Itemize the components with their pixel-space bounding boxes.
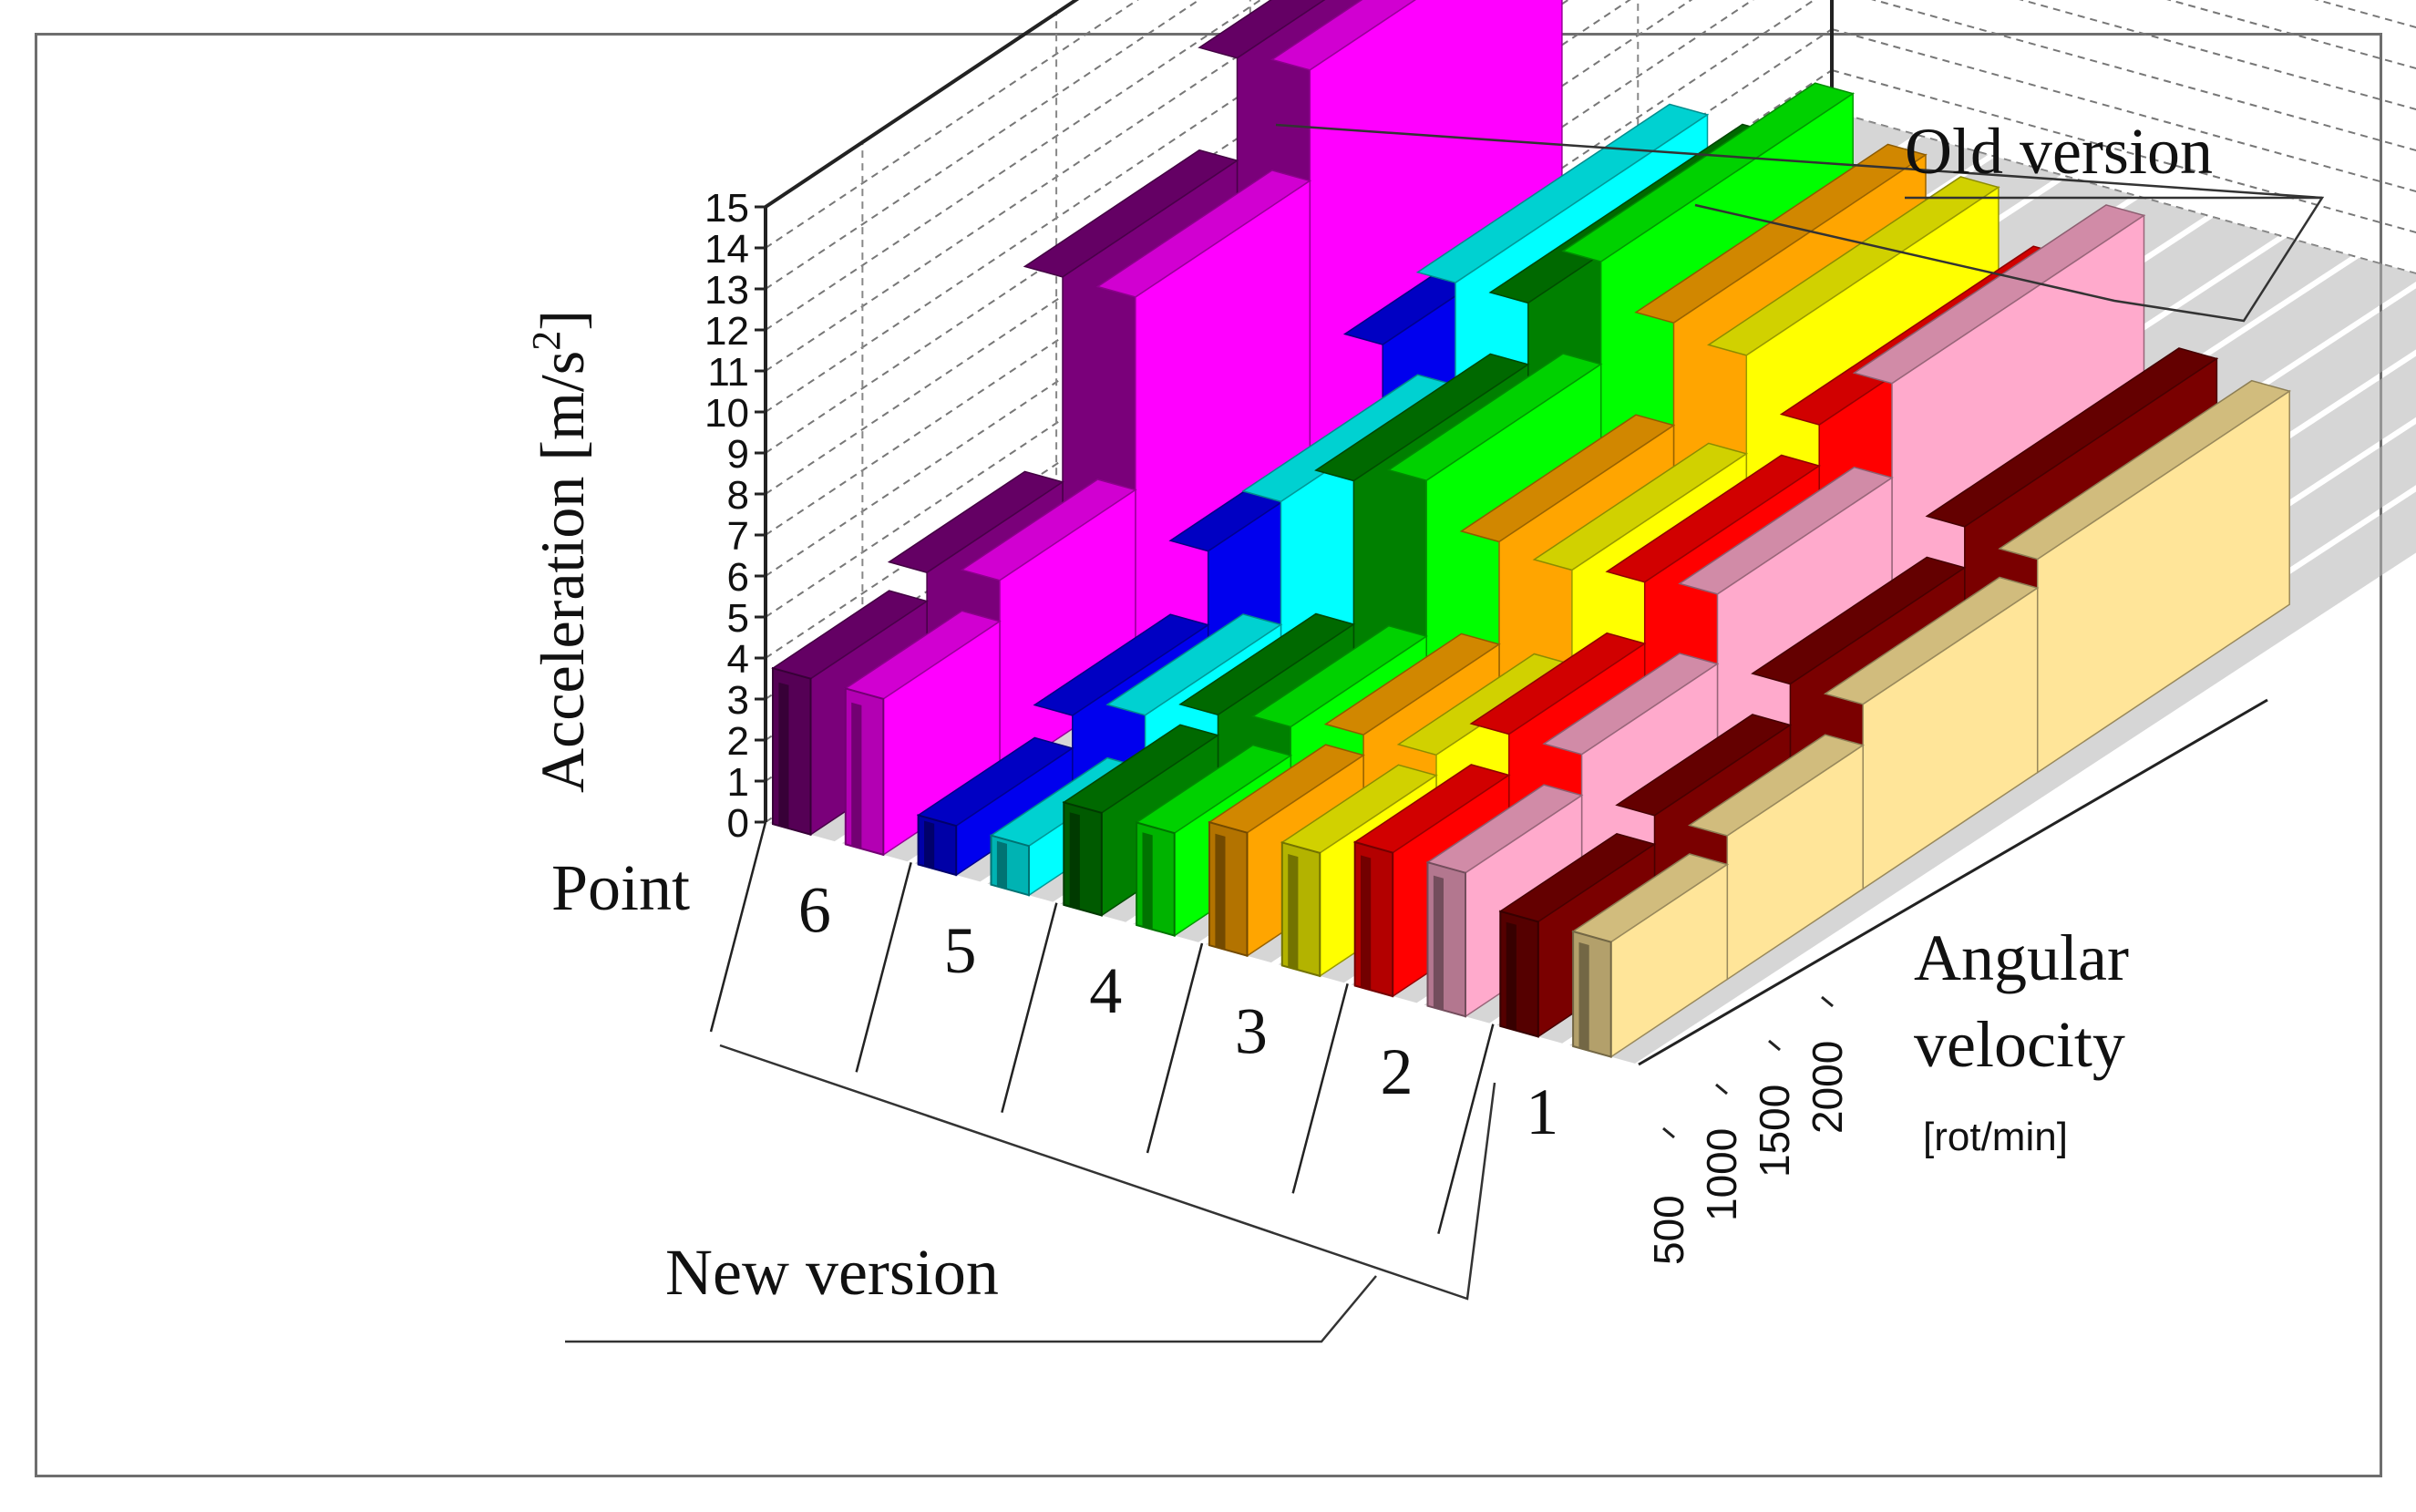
point-tick-label: 5 — [944, 914, 977, 987]
y-tick — [1821, 995, 1834, 1008]
bar-front — [844, 687, 885, 857]
point-guide-line — [1146, 942, 1204, 1154]
point-tick-label: 3 — [1235, 995, 1268, 1068]
bar-top — [1198, 0, 1326, 59]
bar-front-strip — [1142, 832, 1153, 930]
bar-front — [1063, 801, 1103, 917]
bar-front-strip — [1361, 855, 1372, 991]
y-tick — [1768, 1039, 1781, 1052]
y-tick-label: 1000 — [1698, 1128, 1745, 1221]
bar-front-strip — [778, 682, 789, 829]
new-version-underline — [565, 1275, 1377, 1343]
point-tick-label: 6 — [798, 874, 831, 947]
z-tick-label: 0 — [727, 801, 749, 846]
bars-layer — [771, 0, 2291, 1059]
point-tick-label: 1 — [1526, 1075, 1558, 1148]
bar-front — [1426, 860, 1466, 1018]
bar-front — [772, 666, 812, 837]
bar-front — [990, 834, 1030, 897]
bar-top — [1270, 0, 1417, 71]
point-guide-line — [855, 862, 912, 1073]
point-guide-line — [1437, 1023, 1495, 1234]
z-tick-label: 4 — [727, 637, 749, 682]
new-version-label: New version — [665, 1236, 999, 1309]
bar-front — [1572, 930, 1612, 1058]
bar-front-strip — [1578, 941, 1589, 1051]
y-tick-label: 2000 — [1804, 1041, 1851, 1134]
point-tick-label: 4 — [1089, 954, 1122, 1027]
z-tick-label: 10 — [704, 391, 749, 436]
y-axis-line — [1638, 698, 2268, 1066]
z-tick-label: 14 — [704, 227, 749, 272]
z-tick-label: 12 — [704, 309, 749, 354]
bar-front — [1280, 841, 1321, 978]
point-tick-label: 2 — [1381, 1035, 1414, 1108]
z-tick-label: 2 — [727, 719, 749, 764]
y-tick — [1715, 1083, 1728, 1095]
y-tick — [1662, 1126, 1675, 1139]
bar-front-strip — [1433, 875, 1444, 1011]
bar-front-strip — [1215, 833, 1226, 951]
z-tick-label: 9 — [727, 432, 749, 477]
point-guide-line — [1001, 902, 1058, 1113]
bar-group-point-1 — [1571, 379, 2291, 1059]
point-guide-line — [709, 821, 767, 1033]
bar-front-strip — [1506, 921, 1516, 1031]
gridline-back-wall — [2019, 0, 2416, 111]
gridline-back-wall — [1831, 69, 2416, 234]
y-axis-label-line1: Angular — [1914, 921, 2129, 994]
bar-front-strip — [996, 840, 1007, 890]
y-tick-label: 500 — [1645, 1195, 1692, 1265]
bar-front-strip — [851, 702, 862, 849]
z-tick-label: 5 — [727, 596, 749, 641]
z-tick-label: 3 — [727, 678, 749, 723]
bar-front — [1499, 910, 1539, 1038]
gridline-back-wall — [1831, 28, 2416, 193]
point-guide-line — [1291, 983, 1349, 1194]
z-tick-label: 13 — [704, 268, 749, 313]
z-tick-label: 7 — [727, 514, 749, 559]
z-tick-label: 1 — [727, 760, 749, 805]
old-version-tray — [1275, 123, 2325, 323]
bar-front-strip — [1288, 854, 1299, 971]
bar-front — [1353, 840, 1394, 998]
y-tick-label: 1500 — [1751, 1085, 1798, 1178]
bar-front — [917, 814, 958, 877]
gridline-back-wall — [1871, 0, 2416, 152]
z-tick-label: 6 — [727, 555, 749, 600]
bar-front-strip — [924, 820, 935, 869]
z-axis-label: Acceleration [m/s2] — [524, 310, 597, 793]
bar-front-strip — [1069, 812, 1080, 910]
y-axis-label-line2: velocity — [1914, 1008, 2125, 1081]
bar-front — [1208, 820, 1249, 958]
bar-front — [1136, 821, 1176, 937]
z-tick-label: 8 — [727, 473, 749, 518]
gridline-back-wall — [1832, 0, 2416, 67]
z-tick-label: 15 — [704, 186, 749, 231]
z-tick-label: 11 — [707, 350, 749, 395]
box-edge — [764, 0, 1080, 209]
old-version-label: Old version — [1905, 115, 2213, 188]
gridline-back-wall — [2166, 0, 2416, 70]
x-axis-label: Point — [551, 851, 690, 924]
new-version-tray — [719, 1044, 1496, 1301]
y-axis-unit: [rot/min] — [1923, 1115, 2068, 1159]
